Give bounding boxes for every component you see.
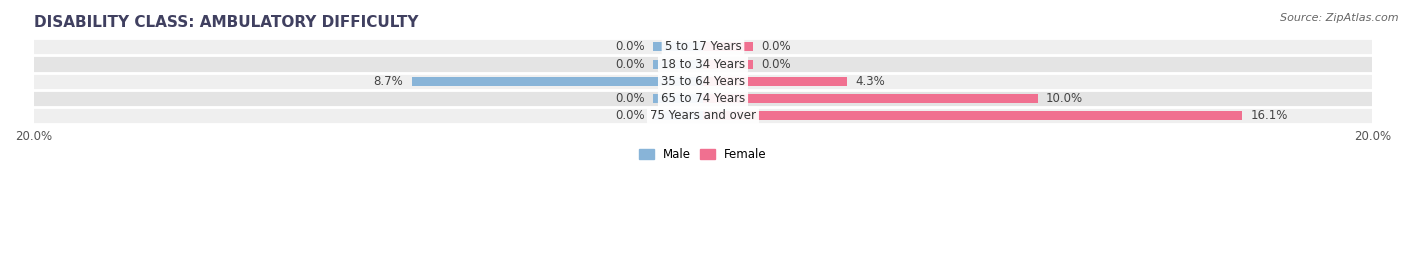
Text: Source: ZipAtlas.com: Source: ZipAtlas.com <box>1281 13 1399 23</box>
Text: 5 to 17 Years: 5 to 17 Years <box>665 40 741 53</box>
Text: 75 Years and over: 75 Years and over <box>650 109 756 122</box>
Bar <box>34 55 1372 73</box>
Text: 10.0%: 10.0% <box>1046 92 1083 105</box>
Text: 0.0%: 0.0% <box>762 40 792 53</box>
Bar <box>34 73 1372 90</box>
Text: 8.7%: 8.7% <box>374 75 404 88</box>
Text: 18 to 34 Years: 18 to 34 Years <box>661 58 745 70</box>
Bar <box>703 94 1038 103</box>
Text: 0.0%: 0.0% <box>614 92 644 105</box>
Text: 0.0%: 0.0% <box>614 58 644 70</box>
Bar <box>652 94 703 103</box>
Legend: Male, Female: Male, Female <box>634 144 772 166</box>
Bar <box>34 38 1372 55</box>
Bar <box>703 59 754 69</box>
Bar <box>703 42 754 51</box>
Bar <box>703 111 1241 120</box>
Bar <box>652 42 703 51</box>
Text: 16.1%: 16.1% <box>1250 109 1288 122</box>
Text: 0.0%: 0.0% <box>614 109 644 122</box>
Bar <box>652 59 703 69</box>
Text: DISABILITY CLASS: AMBULATORY DIFFICULTY: DISABILITY CLASS: AMBULATORY DIFFICULTY <box>34 15 418 30</box>
Bar <box>703 77 846 86</box>
Bar <box>652 111 703 120</box>
Text: 65 to 74 Years: 65 to 74 Years <box>661 92 745 105</box>
Text: 0.0%: 0.0% <box>614 40 644 53</box>
Bar <box>412 77 703 86</box>
Text: 35 to 64 Years: 35 to 64 Years <box>661 75 745 88</box>
Text: 0.0%: 0.0% <box>762 58 792 70</box>
Bar <box>34 107 1372 125</box>
Text: 4.3%: 4.3% <box>855 75 884 88</box>
Bar <box>34 90 1372 107</box>
